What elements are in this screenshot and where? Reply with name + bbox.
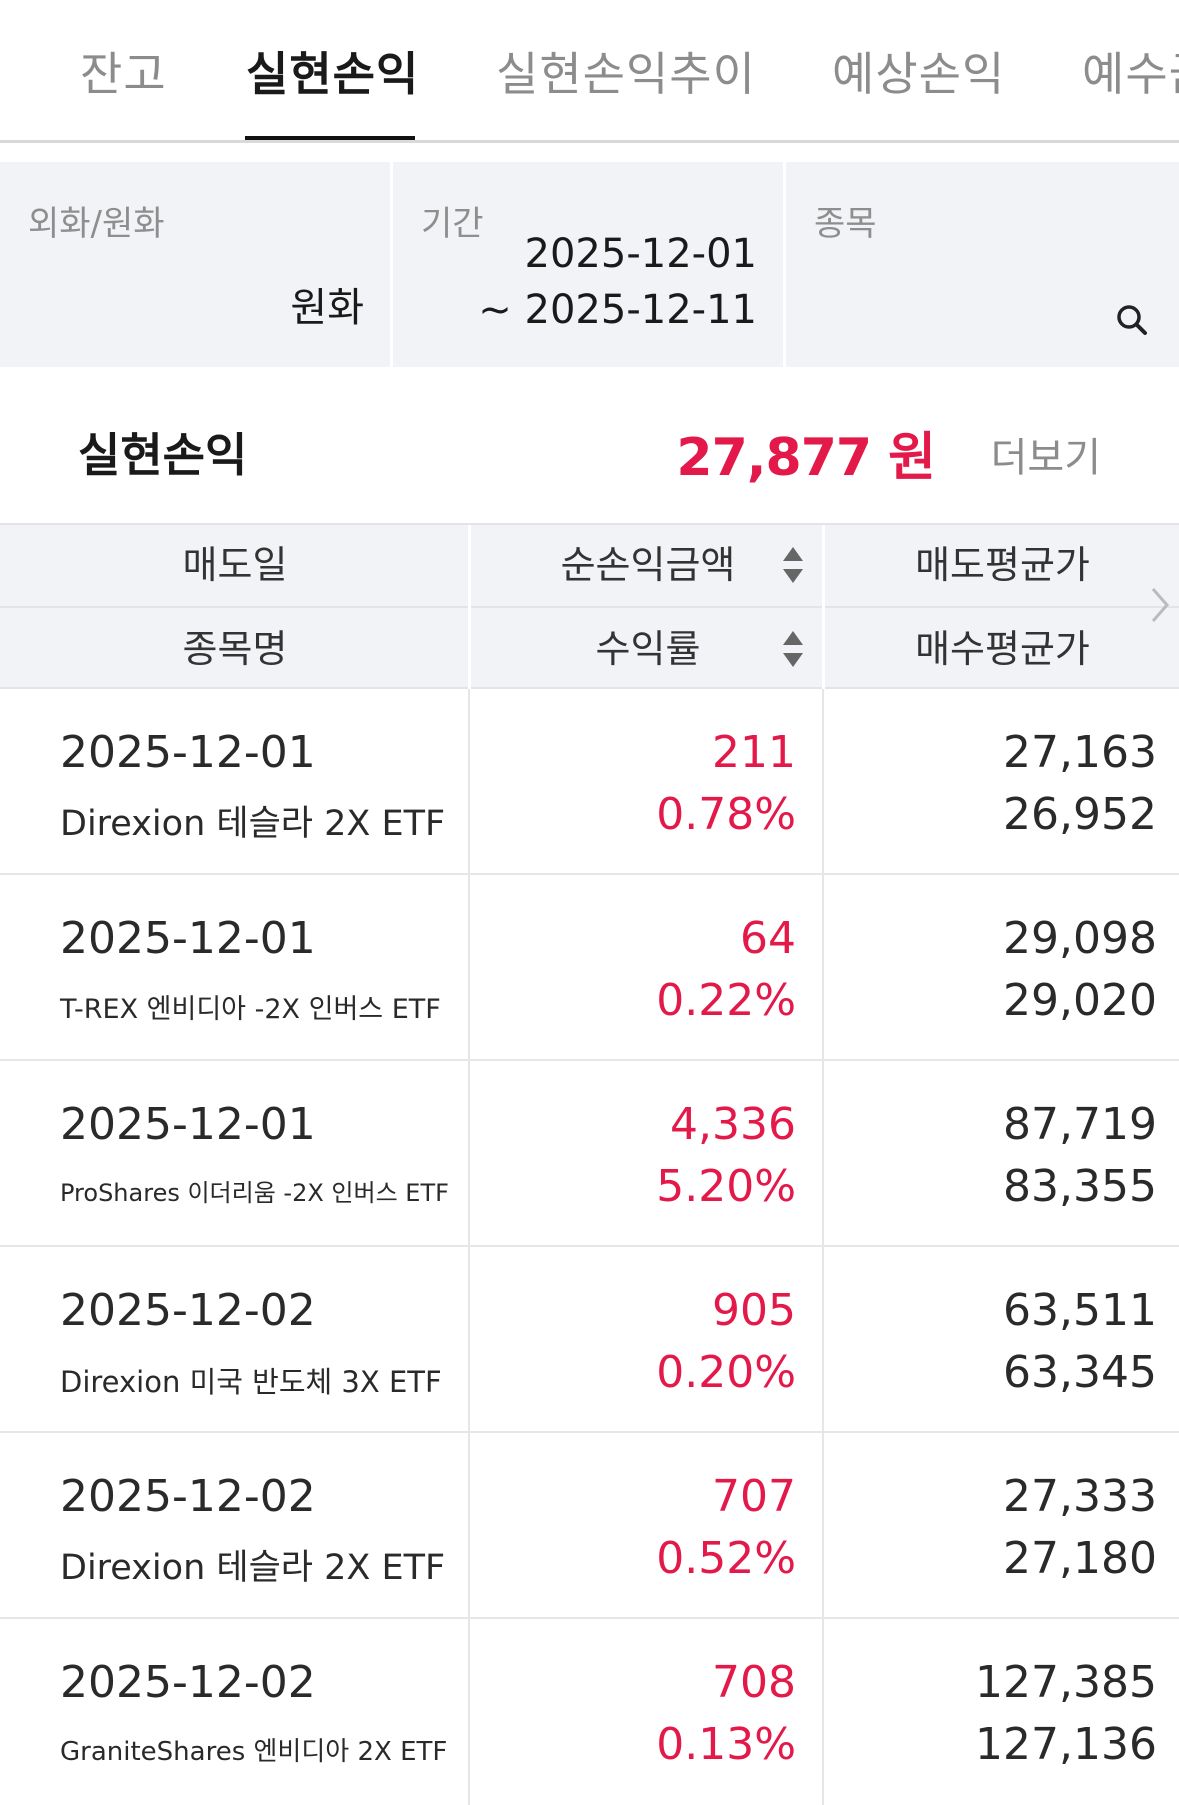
period-filter-label: 기간: [421, 204, 484, 244]
period-filter[interactable]: 기간 2025-12-01 ~ 2025-12-11: [393, 162, 783, 367]
period-to: ~ 2025-12-11: [478, 287, 757, 333]
currency-filter-value: 원화: [290, 285, 364, 331]
row-stock-name: T-REX 엔비디아 -2X 인버스 ETF: [60, 994, 441, 1025]
row-sell-date: 2025-12-01: [60, 913, 316, 964]
currency-filter[interactable]: 외화/원화 원화: [0, 162, 390, 367]
header-sell-avg: 매도평균가: [915, 543, 1090, 587]
row-buy-avg: 26,952: [1003, 789, 1157, 840]
row-sell-date: 2025-12-01: [60, 727, 316, 778]
row-return-rate: 5.20%: [656, 1161, 796, 1212]
row-return-rate: 0.13%: [656, 1719, 796, 1770]
row-stock-name: ProShares 이더리움 -2X 인버스 ETF: [60, 1179, 449, 1207]
row-stock-name: GraniteShares 엔비디아 2X ETF: [60, 1737, 448, 1767]
table-row[interactable]: 2025-12-01 ProShares 이더리움 -2X 인버스 ETF 4,…: [0, 1061, 1179, 1247]
stock-filter-label: 종목: [814, 204, 877, 244]
realized-pl-summary: 실현손익 27,877 원 더보기: [0, 367, 1179, 523]
header-sell-date: 매도일: [182, 543, 288, 587]
filter-panel: 외화/원화 원화 기간 2025-12-01 ~ 2025-12-11 종목: [0, 162, 1179, 367]
header-net-pl[interactable]: 순손익금액: [560, 543, 736, 587]
header-divider: [0, 606, 1179, 608]
chevron-right-icon[interactable]: [1147, 583, 1173, 627]
row-buy-avg: 27,180: [1003, 1533, 1157, 1584]
active-tab-indicator: [245, 136, 415, 140]
summary-title: 실현손익: [78, 428, 248, 482]
row-sell-avg: 63,511: [1003, 1285, 1157, 1336]
table-row[interactable]: 2025-12-02 GraniteShares 엔비디아 2X ETF 708…: [0, 1619, 1179, 1805]
tab-bar: 잔고 실현손익 실현손익추이 예상손익 예수금: [0, 0, 1179, 143]
header-return-rate[interactable]: 수익률: [595, 627, 701, 671]
row-return-rate: 0.20%: [656, 1347, 796, 1398]
period-from: 2025-12-01: [524, 231, 757, 277]
table-header: 매도일 순손익금액 매도평균가 종목명 수익률 매수평균가: [0, 523, 1179, 691]
column-divider: [468, 525, 471, 691]
row-sell-avg: 27,333: [1003, 1471, 1157, 1522]
row-return-rate: 0.52%: [656, 1533, 796, 1584]
summary-amount: 27,877 원: [676, 428, 936, 488]
tab-expected-pl[interactable]: 예상손익: [832, 47, 1006, 101]
header-stock-name: 종목명: [182, 627, 288, 671]
header-buy-avg: 매수평균가: [915, 627, 1090, 671]
tab-balance[interactable]: 잔고: [80, 47, 167, 101]
row-return-rate: 0.78%: [656, 789, 796, 840]
row-return-rate: 0.22%: [656, 975, 796, 1026]
row-net-pl: 707: [712, 1471, 796, 1522]
tab-realized-pl-trend[interactable]: 실현손익추이: [496, 47, 756, 101]
row-sell-avg: 127,385: [975, 1657, 1157, 1708]
row-buy-avg: 127,136: [975, 1719, 1157, 1770]
row-buy-avg: 83,355: [1003, 1161, 1157, 1212]
row-sell-avg: 27,163: [1003, 727, 1157, 778]
row-net-pl: 4,336: [670, 1099, 796, 1150]
row-sell-date: 2025-12-01: [60, 1099, 316, 1150]
row-buy-avg: 29,020: [1003, 975, 1157, 1026]
sort-icon[interactable]: [782, 629, 804, 669]
table-row[interactable]: 2025-12-02 Direxion 테슬라 2X ETF 707 0.52%…: [0, 1433, 1179, 1619]
row-net-pl: 211: [712, 727, 796, 778]
row-buy-avg: 63,345: [1003, 1347, 1157, 1398]
row-sell-avg: 29,098: [1003, 913, 1157, 964]
row-stock-name: Direxion 테슬라 2X ETF: [60, 1548, 446, 1588]
row-stock-name: Direxion 테슬라 2X ETF: [60, 804, 446, 844]
search-icon[interactable]: [1115, 303, 1149, 337]
row-net-pl: 64: [740, 913, 796, 964]
column-divider: [822, 525, 825, 691]
currency-filter-label: 외화/원화: [28, 204, 165, 244]
table-row[interactable]: 2025-12-01 Direxion 테슬라 2X ETF 211 0.78%…: [0, 689, 1179, 875]
row-stock-name: Direxion 미국 반도체 3X ETF: [60, 1365, 442, 1399]
tab-realized-pl[interactable]: 실현손익: [246, 47, 420, 101]
table-row[interactable]: 2025-12-01 T-REX 엔비디아 -2X 인버스 ETF 64 0.2…: [0, 875, 1179, 1061]
row-sell-date: 2025-12-02: [60, 1657, 316, 1708]
row-sell-date: 2025-12-02: [60, 1471, 316, 1522]
more-button[interactable]: 더보기: [990, 435, 1101, 481]
row-sell-avg: 87,719: [1003, 1099, 1157, 1150]
sort-icon[interactable]: [782, 545, 804, 585]
stock-filter[interactable]: 종목: [786, 162, 1179, 367]
row-net-pl: 708: [712, 1657, 796, 1708]
tab-deposit[interactable]: 예수금: [1082, 47, 1179, 101]
row-sell-date: 2025-12-02: [60, 1285, 316, 1336]
row-net-pl: 905: [712, 1285, 796, 1336]
table-row[interactable]: 2025-12-02 Direxion 미국 반도체 3X ETF 905 0.…: [0, 1247, 1179, 1433]
